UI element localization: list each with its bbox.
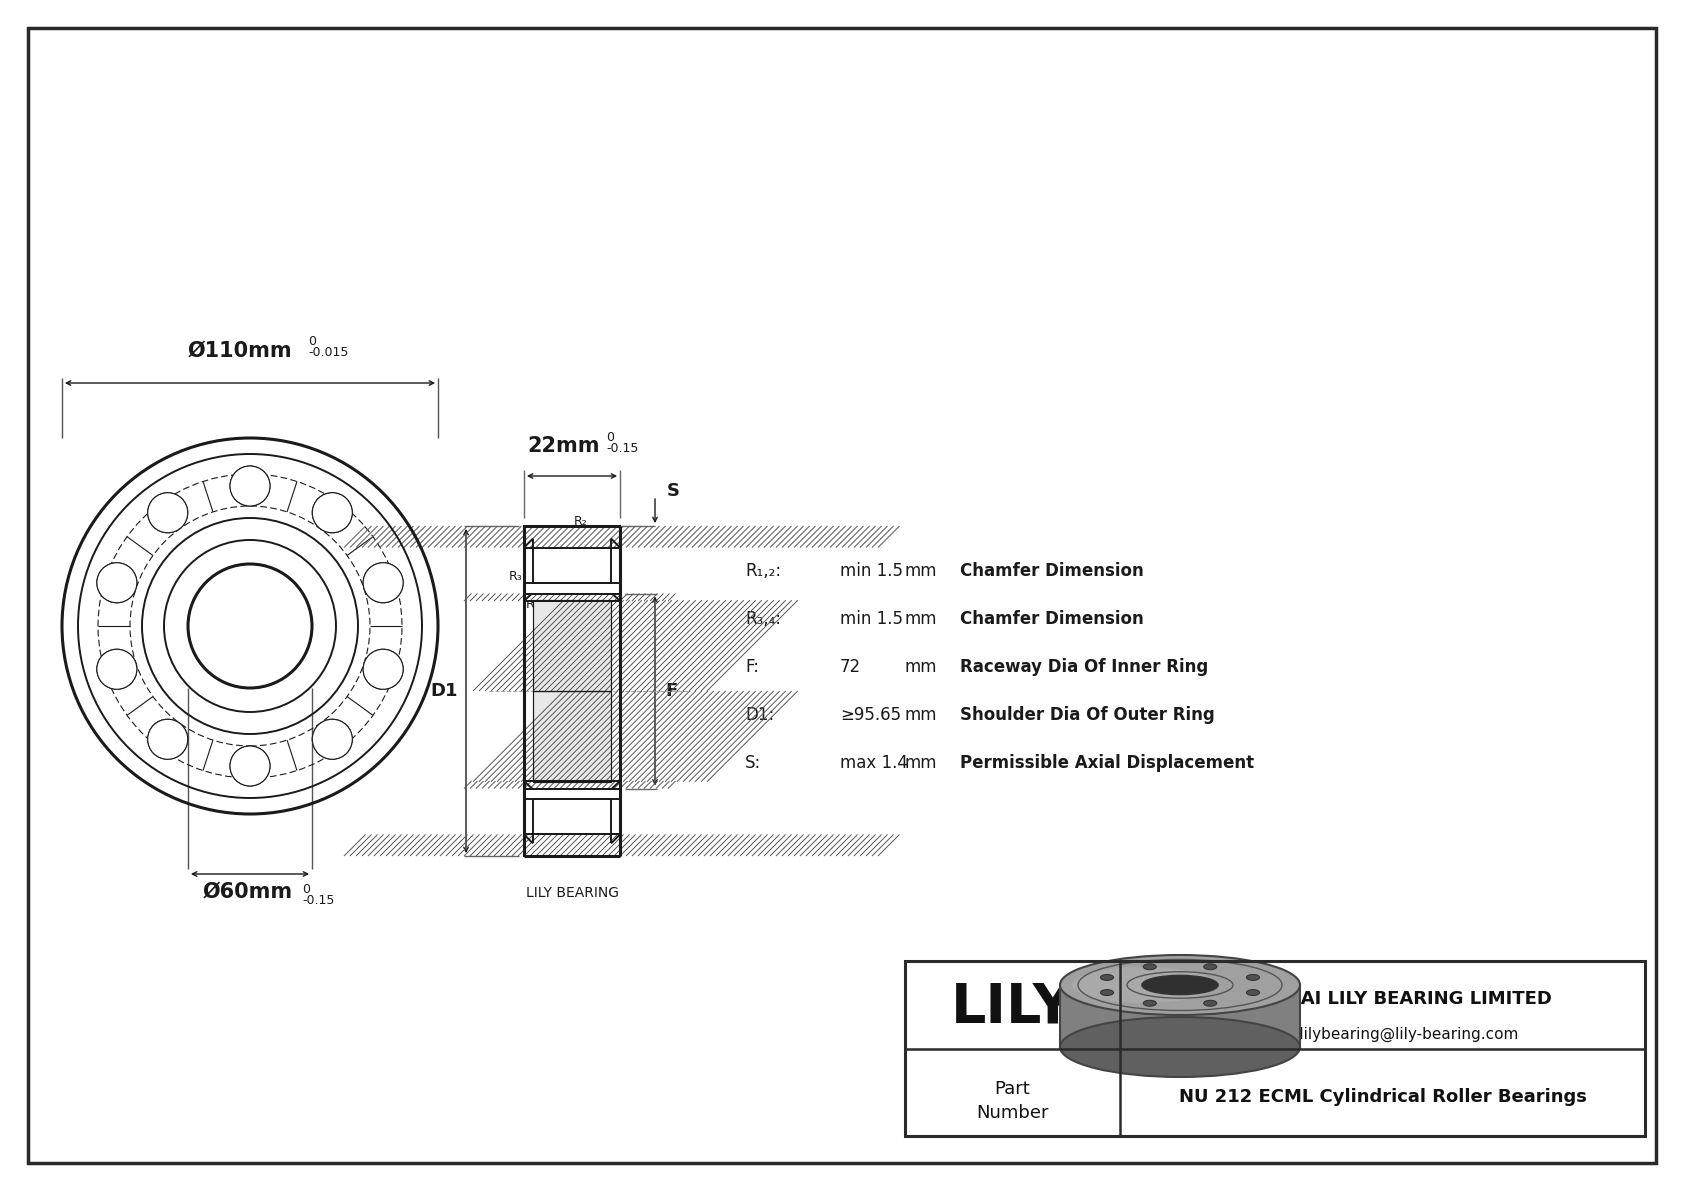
- Circle shape: [312, 719, 352, 759]
- Text: 0: 0: [301, 883, 310, 896]
- Text: ®: ®: [1068, 978, 1086, 997]
- Bar: [524, 593, 620, 601]
- Circle shape: [312, 719, 352, 759]
- Circle shape: [148, 719, 187, 759]
- Circle shape: [231, 466, 269, 506]
- Circle shape: [231, 746, 269, 786]
- Text: Chamfer Dimension: Chamfer Dimension: [960, 610, 1143, 628]
- Text: 0: 0: [308, 335, 317, 348]
- Circle shape: [148, 493, 187, 532]
- Text: D1: D1: [431, 682, 458, 700]
- Bar: [524, 835, 620, 856]
- Text: Email: lilybearing@lily-bearing.com: Email: lilybearing@lily-bearing.com: [1246, 1027, 1519, 1042]
- Text: D1:: D1:: [744, 706, 775, 724]
- Text: 22mm: 22mm: [527, 436, 600, 456]
- Text: 0: 0: [606, 431, 615, 444]
- Circle shape: [312, 493, 352, 532]
- Text: F: F: [665, 682, 677, 700]
- Circle shape: [312, 493, 352, 532]
- Text: mm: mm: [904, 610, 938, 628]
- Text: Shoulder Dia Of Outer Ring: Shoulder Dia Of Outer Ring: [960, 706, 1214, 724]
- Text: -0.015: -0.015: [308, 347, 349, 358]
- Text: R₁: R₁: [586, 526, 600, 540]
- Circle shape: [98, 649, 136, 690]
- Text: LILY BEARING: LILY BEARING: [525, 886, 618, 900]
- Text: Number: Number: [975, 1104, 1047, 1122]
- Bar: [524, 526, 620, 548]
- Text: S: S: [667, 482, 680, 500]
- Ellipse shape: [1059, 955, 1300, 1015]
- Wedge shape: [62, 438, 438, 813]
- Circle shape: [148, 719, 187, 759]
- Text: ≥95.65: ≥95.65: [840, 706, 901, 724]
- Text: R₂: R₂: [574, 515, 588, 528]
- Ellipse shape: [1059, 1017, 1300, 1077]
- Text: R₄: R₄: [525, 599, 541, 611]
- Bar: [534, 691, 611, 781]
- Circle shape: [231, 746, 269, 786]
- Text: Permissible Axial Displacement: Permissible Axial Displacement: [960, 754, 1255, 772]
- Text: R₃,₄:: R₃,₄:: [744, 610, 781, 628]
- Text: mm: mm: [904, 706, 938, 724]
- Text: Chamfer Dimension: Chamfer Dimension: [960, 562, 1143, 580]
- Text: F:: F:: [744, 657, 759, 676]
- Circle shape: [98, 649, 136, 690]
- Circle shape: [364, 562, 402, 603]
- Text: mm: mm: [904, 562, 938, 580]
- Ellipse shape: [1101, 974, 1113, 980]
- Bar: [1059, 985, 1300, 1047]
- Ellipse shape: [1204, 1000, 1218, 1006]
- Circle shape: [364, 562, 402, 603]
- Bar: [524, 835, 620, 856]
- Text: Raceway Dia Of Inner Ring: Raceway Dia Of Inner Ring: [960, 657, 1207, 676]
- Text: Part: Part: [994, 1080, 1031, 1098]
- Circle shape: [231, 466, 269, 506]
- Text: NU 212 ECML Cylindrical Roller Bearings: NU 212 ECML Cylindrical Roller Bearings: [1179, 1089, 1586, 1106]
- Circle shape: [364, 649, 402, 690]
- Text: min 1.5: min 1.5: [840, 610, 903, 628]
- Text: R₁,₂:: R₁,₂:: [744, 562, 781, 580]
- Text: Ø60mm: Ø60mm: [204, 883, 293, 902]
- Bar: [524, 593, 620, 601]
- Wedge shape: [141, 518, 359, 734]
- Text: mm: mm: [904, 754, 938, 772]
- Ellipse shape: [1246, 974, 1260, 980]
- Text: min 1.5: min 1.5: [840, 562, 903, 580]
- Bar: [524, 781, 620, 788]
- Text: R₃: R₃: [509, 570, 522, 584]
- Text: -0.15: -0.15: [606, 442, 638, 455]
- Ellipse shape: [1246, 990, 1260, 996]
- Circle shape: [98, 562, 136, 603]
- Ellipse shape: [1143, 1000, 1157, 1006]
- Bar: [904, 961, 1645, 1136]
- Ellipse shape: [1204, 964, 1218, 969]
- Text: S:: S:: [744, 754, 761, 772]
- Text: mm: mm: [904, 657, 938, 676]
- Ellipse shape: [1073, 967, 1216, 1003]
- Ellipse shape: [1142, 975, 1218, 994]
- Text: LILY: LILY: [950, 980, 1073, 1034]
- Bar: [524, 781, 620, 788]
- Bar: [534, 691, 611, 781]
- Bar: [524, 526, 620, 548]
- Text: 72: 72: [840, 657, 861, 676]
- Ellipse shape: [1101, 990, 1113, 996]
- Ellipse shape: [1143, 964, 1157, 969]
- Circle shape: [364, 649, 402, 690]
- Wedge shape: [77, 454, 423, 798]
- Bar: [534, 600, 611, 691]
- Circle shape: [148, 493, 187, 532]
- Bar: [534, 600, 611, 691]
- Text: -0.15: -0.15: [301, 894, 335, 908]
- Text: Ø110mm: Ø110mm: [187, 341, 293, 361]
- Text: max 1.4: max 1.4: [840, 754, 908, 772]
- Text: SHANGHAI LILY BEARING LIMITED: SHANGHAI LILY BEARING LIMITED: [1214, 991, 1551, 1009]
- Circle shape: [98, 562, 136, 603]
